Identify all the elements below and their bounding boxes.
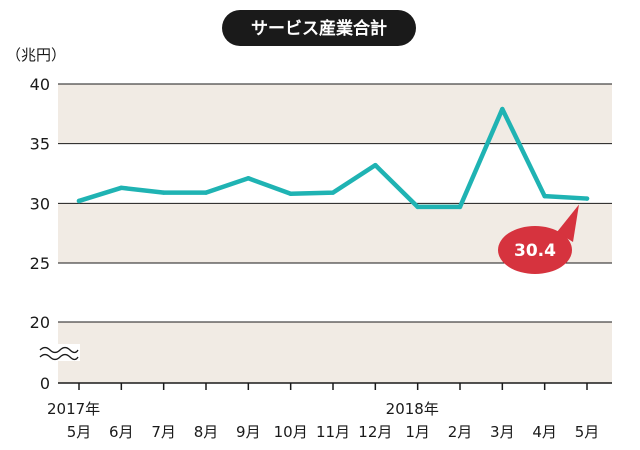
data-point [415, 204, 420, 210]
y-tick-label: 35 [30, 135, 50, 154]
year-label: 2018年 [386, 400, 439, 418]
x-tick-label: 5月 [67, 423, 92, 441]
background-bands [58, 84, 612, 383]
data-point [457, 204, 463, 210]
x-tick-label: 9月 [236, 423, 261, 441]
data-point [373, 162, 378, 168]
data-point [161, 190, 166, 195]
axis-break-wave [39, 346, 79, 354]
background-band [58, 322, 612, 383]
y-tick-label: 40 [30, 75, 50, 94]
data-point [119, 185, 124, 191]
x-axis: 5月 6月 7月 8月 9月 10月 11月 12月 1月 2月 3月 4月 5月 2017年 2018年 [47, 383, 599, 441]
callout-pointer [557, 204, 579, 242]
data-point [246, 176, 251, 181]
x-tick-label: 7月 [151, 423, 176, 441]
axis-break-icon [36, 344, 80, 361]
data-point [76, 198, 82, 204]
x-tick-label: 4月 [532, 423, 557, 441]
x-tick-label: 5月 [575, 423, 600, 441]
chart-title: サービス産業合計 [251, 18, 387, 39]
y-tick-label: 20 [30, 313, 50, 332]
data-point [330, 190, 336, 195]
value-callout: 30.4 [498, 204, 579, 274]
chart-title-pill [222, 10, 416, 46]
chart-title-badge: サービス産業合計 [222, 10, 416, 46]
year-label: 2017年 [47, 400, 100, 418]
x-tick-label: 10月 [274, 423, 308, 441]
x-tick-label: 11月 [316, 423, 350, 441]
data-point [288, 191, 293, 196]
y-tick-label: 0 [40, 374, 50, 393]
series-layer [76, 106, 590, 210]
y-axis-ticks: 0 20 25 30 35 40 [30, 75, 612, 393]
background-band [58, 84, 612, 144]
axis-break-wave [39, 353, 79, 361]
x-tick-label: 6月 [109, 423, 134, 441]
x-tick-label: 2月 [448, 423, 473, 441]
data-point [542, 193, 547, 199]
callout-label: 30.4 [514, 241, 556, 261]
data-point [584, 196, 590, 201]
data-point [500, 106, 505, 112]
x-tick-label: 1月 [405, 423, 430, 441]
y-tick-label: 30 [30, 194, 50, 213]
x-tick-label: 12月 [358, 423, 392, 441]
x-tick-label: 3月 [490, 423, 515, 441]
callout-bubble [498, 226, 572, 274]
y-tick-label: 25 [30, 254, 50, 273]
y-axis-unit-label: （兆円） [6, 46, 66, 64]
x-tick-label: 8月 [194, 423, 219, 441]
data-point [203, 190, 209, 195]
